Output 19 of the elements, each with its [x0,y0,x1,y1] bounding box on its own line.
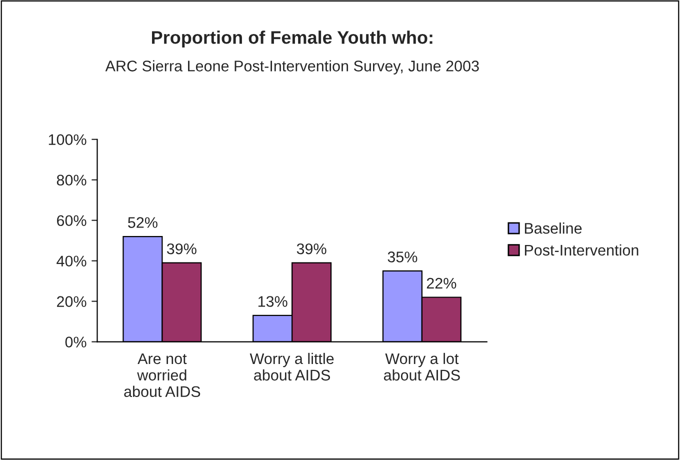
chart-title: Proportion of Female Youth who: [152,30,432,48]
x-tick-label: Worry a little about AIDS [250,352,334,381]
data-label: 13% [258,296,288,307]
y-tick-label: 0% [65,336,86,348]
y-tick-label: 60% [57,215,86,226]
y-tick-label: 80% [56,174,86,186]
data-label: 39% [296,243,326,254]
data-label: 35% [388,252,418,262]
y-tick-label: 20% [57,296,86,307]
data-label: 22% [426,278,456,289]
y-tick-label: 40% [56,256,86,267]
x-tick-label: Are not worried about AIDS [124,353,200,398]
y-tick-label: 100% [48,134,86,146]
legend-label: Baseline [524,222,582,234]
data-label: 39% [166,243,196,254]
x-tick-label: Worry a lot about AIDS [384,352,460,381]
chart-subtitle: ARC Sierra Leone Post-Intervention Survey, June 2003 [105,60,479,74]
legend-label: Post-Intervention [524,244,638,256]
data-label: 52% [128,217,158,228]
